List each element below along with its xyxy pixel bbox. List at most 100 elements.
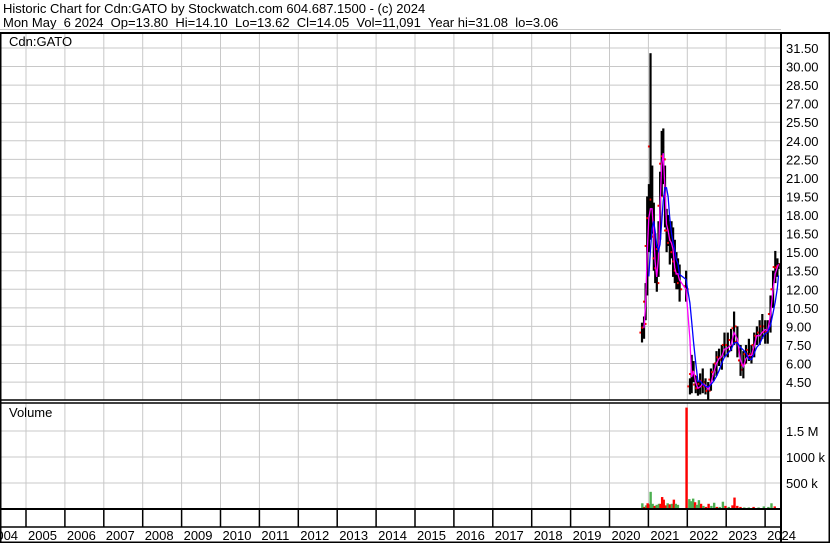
volume-bar [693, 502, 697, 509]
volume-panel-label: Volume [9, 405, 52, 420]
volume-bar [657, 503, 661, 509]
volume-bar [641, 503, 644, 509]
price-tick-label: 16.50 [786, 227, 819, 242]
open-mark [649, 198, 652, 201]
price-tick-label: 24.00 [786, 134, 819, 149]
open-mark [652, 257, 655, 260]
x-tick-label: 2019 [573, 528, 602, 543]
volume-bar [702, 505, 705, 509]
x-tick-label: 2014 [378, 528, 407, 543]
open-mark [677, 282, 679, 285]
price-bar [761, 314, 764, 339]
volume-bar [707, 503, 710, 509]
price-bar [707, 382, 710, 400]
x-tick-label: 2009 [184, 528, 213, 543]
x-tick-label: 2022 [689, 528, 718, 543]
x-tick-label: 2011 [261, 528, 289, 543]
open-mark [697, 382, 700, 385]
volume-bar [724, 505, 727, 509]
open-mark [673, 269, 676, 272]
price-bar [709, 368, 713, 391]
volume-bar [699, 503, 703, 509]
price-tick-label: 7.50 [786, 338, 811, 353]
open-mark [746, 348, 748, 351]
x-tick-label: 2004 [0, 528, 18, 543]
open-mark [641, 326, 644, 329]
price-bar [777, 263, 780, 270]
close-mark [644, 322, 647, 325]
volume-bar [653, 505, 656, 509]
volume-bar [721, 501, 725, 509]
volume-bar [733, 497, 736, 509]
volume-bar [718, 506, 721, 509]
volume-bar [646, 503, 649, 509]
price-bar [640, 322, 644, 343]
x-tick-label: 2023 [728, 528, 757, 543]
volume-tick-label: 1.5 M [786, 424, 819, 439]
open-mark [731, 327, 734, 330]
open-mark [774, 266, 777, 269]
price-bar [649, 53, 652, 240]
open-mark [716, 356, 719, 359]
volume-bar [710, 505, 713, 509]
volume-bar [739, 506, 742, 509]
price-bar [670, 221, 673, 259]
open-mark [770, 288, 773, 291]
volume-bar [659, 503, 662, 509]
volume-tick-label: 1000 k [786, 450, 826, 465]
price-tick-label: 31.50 [786, 41, 819, 56]
price-tick-label: 27.00 [786, 97, 819, 112]
open-mark [639, 331, 642, 334]
volume-bar [712, 502, 716, 509]
x-tick-label: 2010 [223, 528, 252, 543]
open-mark [721, 343, 724, 346]
price-tick-label: 21.00 [786, 171, 819, 186]
open-mark [734, 340, 737, 343]
volume-bar [674, 503, 677, 509]
close-mark [746, 352, 749, 355]
volume-bar [773, 506, 776, 509]
price-bar [685, 270, 688, 302]
open-mark [728, 339, 731, 342]
open-mark [705, 389, 708, 392]
close-mark [734, 325, 737, 328]
price-tick-label: 4.50 [786, 375, 811, 390]
volume-bar [666, 503, 669, 509]
volume-bar [655, 504, 658, 509]
volume-bar [662, 499, 665, 509]
volume-bar [691, 498, 695, 509]
price-tick-label: 9.00 [786, 319, 811, 334]
x-tick-label: 2017 [495, 528, 524, 543]
volume-tick-label: 500 k [786, 476, 818, 491]
open-mark [772, 266, 775, 269]
volume-bar [715, 506, 719, 509]
chart-title: Historic Chart for Cdn:GATO by Stockwatc… [3, 1, 426, 16]
x-tick-label: 2005 [28, 528, 57, 543]
volume-bar [695, 504, 699, 509]
volume-bar [648, 504, 651, 509]
open-mark [700, 379, 702, 382]
volume-bar [727, 506, 730, 509]
volume-bar [767, 506, 770, 509]
price-bar [729, 328, 733, 352]
open-mark [659, 162, 661, 165]
open-mark [737, 359, 740, 362]
x-tick-label: 2021 [650, 528, 679, 543]
volume-bar [752, 506, 755, 509]
close-mark [763, 325, 765, 328]
x-tick-label: 2007 [106, 528, 135, 543]
moving-average-long-line [648, 187, 780, 388]
price-tick-label: 13.50 [786, 264, 819, 279]
open-mark [725, 343, 727, 346]
close-mark [664, 158, 666, 161]
x-tick-label: 2008 [145, 528, 174, 543]
open-mark [665, 229, 668, 232]
quote-summary: Mon May 6 2024 Op=13.80 Hi=14.10 Lo=13.6… [3, 15, 559, 30]
open-mark [670, 251, 673, 254]
volume-bar [770, 503, 773, 509]
open-mark [708, 378, 710, 381]
price-tick-label: 22.50 [786, 152, 819, 167]
price-bar [655, 244, 658, 292]
open-mark [664, 229, 666, 232]
